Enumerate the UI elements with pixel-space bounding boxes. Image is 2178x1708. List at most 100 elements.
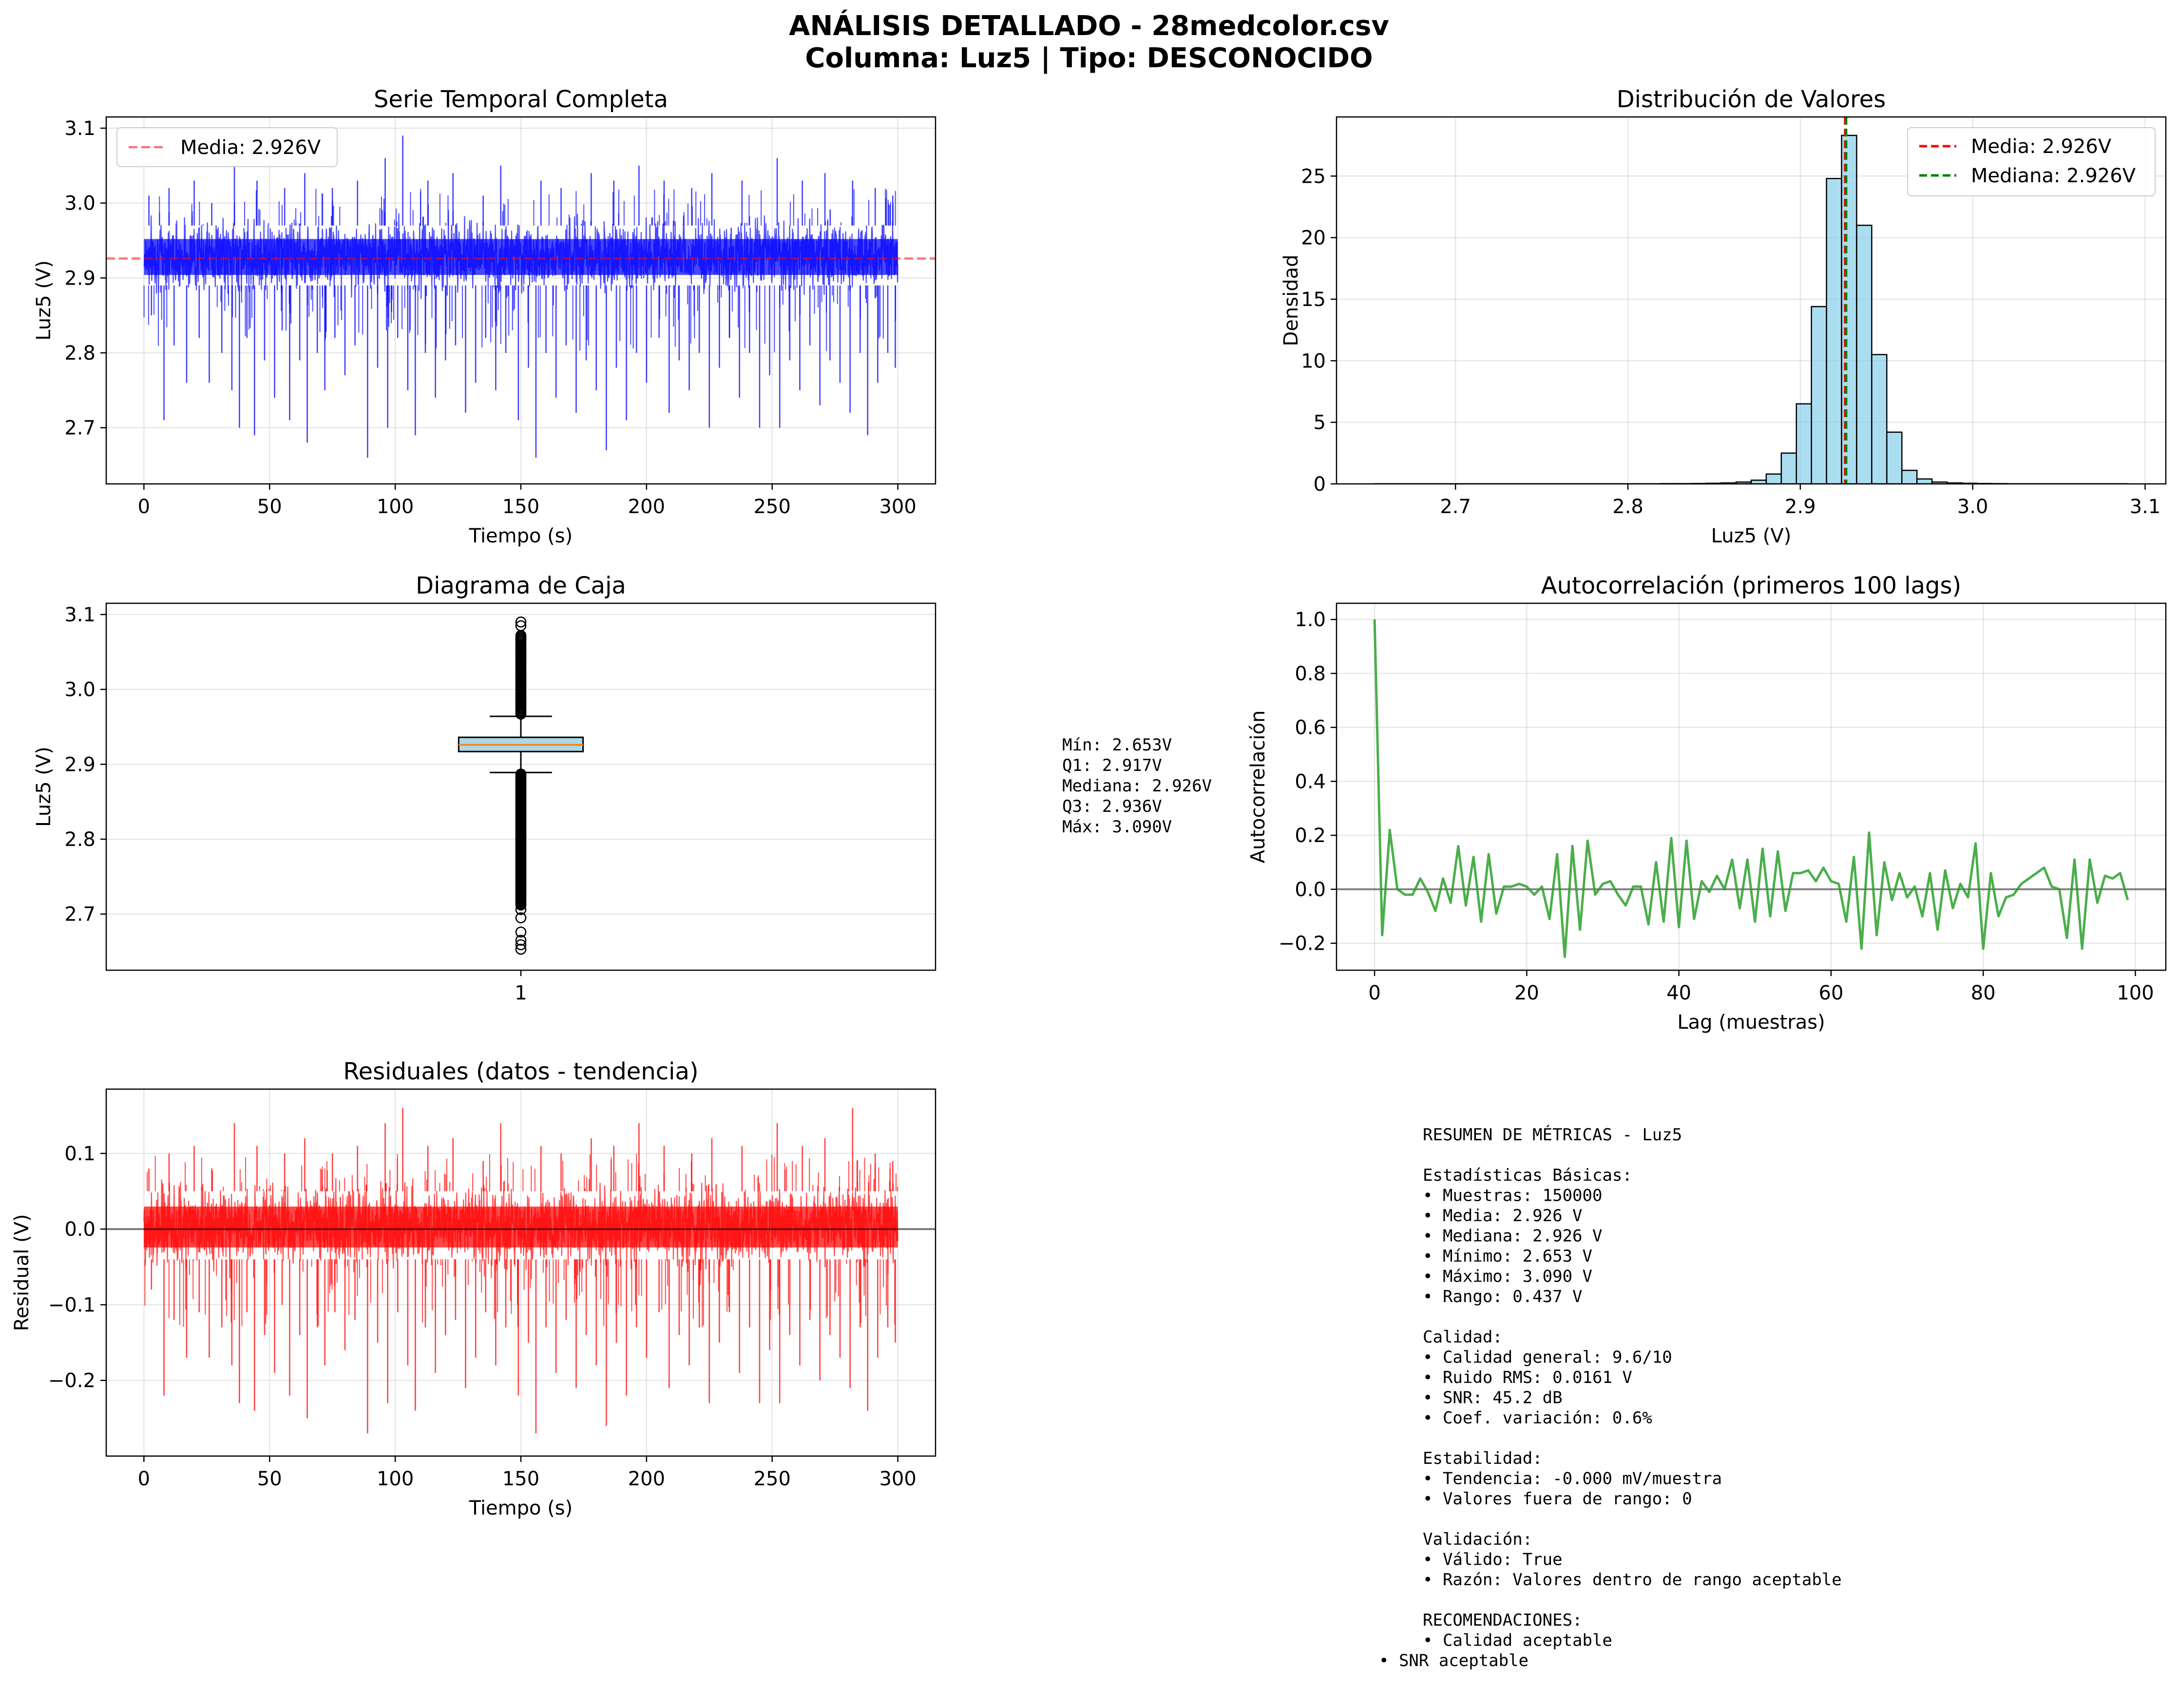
summary-section-heading: Validación: xyxy=(1423,1530,1532,1549)
autocorrelation-ytick-label: 0.6 xyxy=(1295,717,1326,739)
residuals-group xyxy=(143,1108,898,1434)
histogram-ytick-label: 0 xyxy=(1314,473,1326,496)
time_series-xtick-label: 50 xyxy=(257,496,282,518)
histogram-bar xyxy=(1841,134,1857,484)
time_series-xtick-label: 250 xyxy=(754,496,791,518)
residuals-axes: 0 50 100 150 200 250 300 −0.2 −0.1 0.0 0.1 Residual… xyxy=(11,1058,936,1519)
summary-block: RESUMEN DE MÉTRICAS - Luz5 Estadísticas B… xyxy=(1379,1125,1842,1670)
summary-item: • Media: 2.926 V xyxy=(1423,1206,1583,1226)
time-series-legend-label: Media: 2.926V xyxy=(180,136,321,159)
summary-item: • Coef. variación: 0.6% xyxy=(1423,1408,1652,1428)
boxplot-ytick-label: 3.1 xyxy=(64,604,96,626)
summary-item: • SNR: 45.2 dB xyxy=(1423,1388,1563,1408)
residuals-ytick-label: −0.2 xyxy=(48,1370,96,1392)
residuals-xtick-label: 250 xyxy=(754,1468,791,1490)
summary-item: • Razón: Valores dentro de rango aceptab… xyxy=(1423,1570,1842,1590)
summary-section-heading: Estadísticas Básicas: xyxy=(1423,1166,1632,1185)
boxplot-flier-low xyxy=(515,912,527,923)
acf-line xyxy=(1373,619,2129,958)
histogram-bar xyxy=(1811,306,1827,484)
autocorrelation-xtick-label: 60 xyxy=(1819,982,1844,1004)
time_series-ylabel: Luz5 (V) xyxy=(33,260,55,341)
time_series-xtick-label: 200 xyxy=(628,496,665,518)
histogram-bar xyxy=(1780,452,1797,484)
boxplot-flier-low xyxy=(515,904,527,915)
boxplot-flier-low xyxy=(515,943,527,955)
residuals-xtick-label: 150 xyxy=(502,1468,539,1490)
time_series-ytick-label: 3.1 xyxy=(64,117,96,140)
autocorrelation-xtick-label: 0 xyxy=(1368,982,1380,1004)
histogram-ytick-label: 10 xyxy=(1301,350,1326,372)
residuals-xtick-label: 50 xyxy=(257,1468,282,1490)
histogram-xtick-label: 3.0 xyxy=(1957,496,1988,518)
histogram-ytick-label: 25 xyxy=(1301,165,1326,188)
boxplot-flier-low xyxy=(515,926,527,938)
autocorrelation-ytick-label: 0.8 xyxy=(1295,663,1326,685)
autocorrelation-ytick-label: 1.0 xyxy=(1295,609,1326,631)
histogram-bar xyxy=(1901,469,1918,484)
histogram-xtick-label: 3.1 xyxy=(2130,496,2161,518)
summary-item: • Calidad general: 9.6/10 xyxy=(1423,1348,1672,1367)
summary-item: • Valores fuera de rango: 0 xyxy=(1423,1489,1692,1509)
boxplot-flier-low xyxy=(515,935,527,946)
boxplot-axes: 1 2.7 2.8 2.9 3.0 3.1 Diagrama de Caja Luz5 (V) xyxy=(33,572,936,1004)
histogram-bar xyxy=(1856,225,1872,484)
histogram-bar xyxy=(1796,403,1812,484)
summary-item: • Tendencia: -0.000 mV/muestra xyxy=(1423,1469,1722,1489)
residuals-title: Residuales (datos - tendencia) xyxy=(343,1058,698,1085)
box-stat-q1: Q1: 2.917V xyxy=(1062,756,1162,775)
histogram-legend-median-label: Mediana: 2.926V xyxy=(1971,165,2136,187)
residuals-xtick-label: 0 xyxy=(138,1468,150,1490)
histogram-xtick-label: 2.9 xyxy=(1785,496,1816,518)
summary-section-heading: Calidad: xyxy=(1423,1327,1503,1347)
time-series-legend-box xyxy=(116,127,338,167)
summary-trailing: • SNR aceptable xyxy=(1379,1651,1528,1670)
summary-title: RESUMEN DE MÉTRICAS - Luz5 xyxy=(1423,1125,1682,1145)
autocorrelation-xtick-label: 20 xyxy=(1514,982,1539,1004)
time_series-xtick-label: 300 xyxy=(879,496,916,518)
summary-item: • Muestras: 150000 xyxy=(1423,1186,1602,1206)
residuals-frame xyxy=(105,1088,936,1457)
summary-item: • Máximo: 3.090 V xyxy=(1423,1267,1592,1286)
histogram-ylabel: Densidad xyxy=(1280,254,1302,346)
summary-item: • Mediana: 2.926 V xyxy=(1423,1227,1602,1246)
boxplot-group xyxy=(458,616,584,955)
histogram-ytick-label: 20 xyxy=(1301,227,1326,249)
summary-section-heading: Estabilidad: xyxy=(1423,1449,1543,1468)
histogram-ytick-label: 5 xyxy=(1314,412,1326,434)
time_series-ytick-label: 2.7 xyxy=(64,417,96,440)
histogram-xtick-label: 2.8 xyxy=(1612,496,1643,518)
time_series-xtick-label: 0 xyxy=(138,496,150,518)
autocorrelation-ytick-label: −0.2 xyxy=(1279,933,1326,955)
boxplot-flier-low xyxy=(515,768,527,780)
histogram-frame xyxy=(1336,116,2167,485)
autocorrelation-frame xyxy=(1336,602,2167,971)
box-stat-median: Mediana: 2.926V xyxy=(1062,776,1212,796)
summary-item: • Calidad aceptable xyxy=(1423,1631,1612,1650)
residuals-xlabel: Tiempo (s) xyxy=(469,1497,573,1519)
time_series-ytick-label: 3.0 xyxy=(64,192,96,215)
autocorrelation-ylabel: Autocorrelación xyxy=(1247,710,1269,864)
figure-subtitle: Columna: Luz5 | Tipo: DESCONOCIDO xyxy=(805,42,1373,74)
boxplot-ytick-label: 2.8 xyxy=(64,828,96,851)
time-series-core xyxy=(144,239,898,275)
residuals-xtick-label: 100 xyxy=(377,1468,414,1490)
histogram-xlabel: Luz5 (V) xyxy=(1711,525,1792,547)
summary-item: • Rango: 0.437 V xyxy=(1423,1287,1583,1306)
time_series-ytick-label: 2.8 xyxy=(64,342,96,365)
autocorrelation-ytick-label: 0.2 xyxy=(1295,825,1326,847)
time_series-ytick-label: 2.9 xyxy=(64,267,96,289)
time-series-group xyxy=(143,135,898,458)
autocorrelation-xlabel: Lag (muestras) xyxy=(1677,1011,1825,1034)
boxplot-title: Diagrama de Caja xyxy=(416,572,626,599)
boxplot-frame xyxy=(105,602,936,971)
histogram-bar xyxy=(1886,431,1903,484)
residuals-core xyxy=(144,1207,898,1247)
autocorrelation-xtick-label: 40 xyxy=(1666,982,1691,1004)
box-stat-max: Máx: 3.090V xyxy=(1062,817,1172,837)
histogram-bar xyxy=(1871,354,1888,484)
boxplot-ytick-label: 2.7 xyxy=(64,903,96,926)
